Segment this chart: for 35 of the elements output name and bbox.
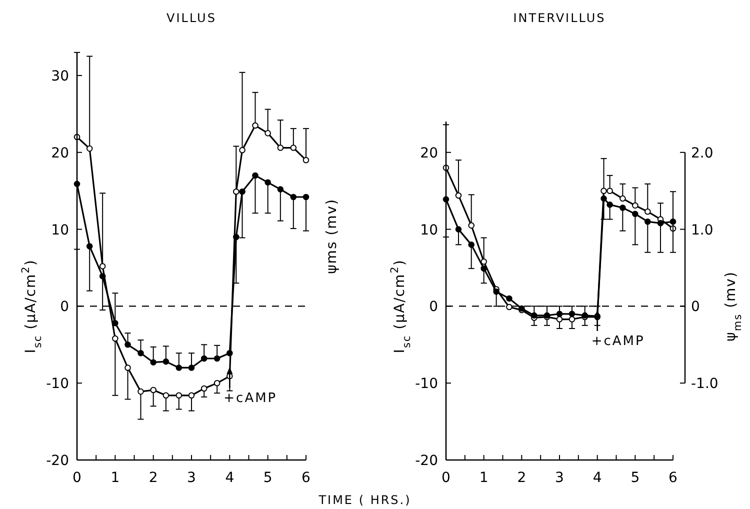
- y-tick-label: -10: [415, 376, 438, 392]
- y-tick-label: 10: [51, 222, 69, 238]
- x-tick-label: 6: [302, 470, 311, 486]
- x-tick-label: 4: [225, 470, 234, 486]
- chart-title: VILLUS: [166, 11, 216, 25]
- x-tick-label: 1: [479, 470, 488, 486]
- y2-tick-label: 1.0: [691, 222, 714, 238]
- x-tick-label: 5: [263, 470, 272, 486]
- x-tick-label: 6: [668, 470, 678, 486]
- x-tick-label: 3: [187, 470, 196, 486]
- y-tick-label: 30: [51, 68, 69, 84]
- y2-tick-label: -1.0: [691, 376, 718, 392]
- x-tick-label: 5: [630, 470, 640, 486]
- y2-axis-title: ψms (mv): [324, 198, 340, 274]
- y-tick-label: -20: [415, 453, 438, 469]
- x-tick-label: 2: [517, 470, 526, 486]
- annotation: +cAMP: [224, 391, 278, 406]
- x-tick-label: 4: [592, 470, 602, 486]
- y-tick-label: -20: [46, 453, 69, 469]
- x-tick-label: 0: [72, 470, 82, 486]
- y-tick-label: 20: [51, 145, 69, 162]
- y2-tick-label: 0: [691, 299, 700, 316]
- x-tick-label: 0: [442, 470, 450, 486]
- x-tick-label: 2: [148, 470, 158, 486]
- y2-tick-label: 2.0: [691, 145, 714, 162]
- y-tick-label: 10: [420, 222, 438, 238]
- annotation: +cAMP: [591, 334, 645, 349]
- x-tick-label: 1: [110, 470, 120, 486]
- y-tick-label: 20: [420, 145, 438, 162]
- y-tick-label: 0: [60, 299, 69, 316]
- y-tick-label: 0: [429, 299, 438, 316]
- chart-title: INTERVILLUS: [513, 11, 606, 25]
- x-axis-title: TIME ( HRS.): [318, 493, 412, 507]
- y-tick-label: -10: [46, 376, 69, 392]
- x-tick-label: 3: [555, 470, 564, 486]
